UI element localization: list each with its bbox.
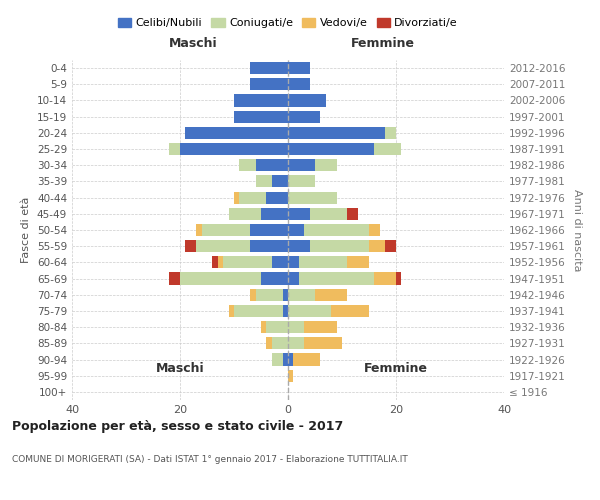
Bar [266,192,288,203]
Bar [288,127,385,139]
Bar [310,240,369,252]
Bar [374,143,401,155]
Bar [202,224,250,236]
Bar [180,272,261,284]
Bar [288,288,315,301]
Bar [299,256,347,268]
Bar [288,62,310,74]
Bar [229,208,261,220]
Bar [229,305,234,317]
Bar [196,240,250,252]
Bar [396,272,401,284]
Bar [256,159,288,172]
Text: Femmine: Femmine [351,37,415,50]
Bar [239,159,256,172]
Bar [185,240,196,252]
Text: COMUNE DI MORIGERATI (SA) - Dati ISTAT 1° gennaio 2017 - Elaborazione TUTTITALIA: COMUNE DI MORIGERATI (SA) - Dati ISTAT 1… [12,455,408,464]
Bar [272,338,288,349]
Bar [288,192,337,203]
Bar [369,240,385,252]
Bar [347,208,358,220]
Bar [288,321,304,333]
Bar [288,240,310,252]
Bar [272,256,288,268]
Bar [310,208,347,220]
Bar [169,272,180,284]
Bar [218,256,223,268]
Text: Femmine: Femmine [364,362,428,375]
Bar [288,143,374,155]
Y-axis label: Fasce di età: Fasce di età [22,197,31,263]
Bar [196,224,202,236]
Bar [288,354,293,366]
Bar [234,94,288,106]
Bar [288,256,299,268]
Bar [283,305,288,317]
Bar [250,240,288,252]
Bar [293,354,320,366]
Text: Popolazione per età, sesso e stato civile - 2017: Popolazione per età, sesso e stato civil… [12,420,343,433]
Bar [304,338,342,349]
Bar [261,272,288,284]
Bar [261,321,266,333]
Text: Maschi: Maschi [155,362,205,375]
Bar [315,159,337,172]
Bar [288,78,310,90]
Bar [234,192,239,203]
Y-axis label: Anni di nascita: Anni di nascita [572,188,582,271]
Bar [288,176,315,188]
Bar [250,224,288,236]
Bar [288,338,304,349]
Bar [299,272,374,284]
Bar [256,288,283,301]
Bar [304,224,369,236]
Bar [288,208,310,220]
Text: Maschi: Maschi [169,37,217,50]
Bar [250,62,288,74]
Bar [288,110,320,122]
Bar [315,288,347,301]
Legend: Celibi/Nubili, Coniugati/e, Vedovi/e, Divorziati/e: Celibi/Nubili, Coniugati/e, Vedovi/e, Di… [113,13,463,32]
Bar [250,288,256,301]
Bar [212,256,218,268]
Bar [283,354,288,366]
Bar [234,110,288,122]
Bar [288,94,326,106]
Bar [369,224,380,236]
Bar [304,321,337,333]
Bar [256,176,272,188]
Bar [288,224,304,236]
Bar [288,305,331,317]
Bar [385,240,396,252]
Bar [234,305,283,317]
Bar [288,159,315,172]
Bar [288,272,299,284]
Bar [185,127,288,139]
Bar [385,127,396,139]
Bar [261,208,288,220]
Bar [331,305,369,317]
Bar [223,256,272,268]
Bar [239,192,266,203]
Bar [283,288,288,301]
Bar [250,78,288,90]
Bar [272,176,288,188]
Bar [169,143,180,155]
Bar [288,370,293,382]
Bar [374,272,396,284]
Bar [266,338,272,349]
Bar [347,256,369,268]
Bar [266,321,288,333]
Bar [272,354,283,366]
Bar [180,143,288,155]
